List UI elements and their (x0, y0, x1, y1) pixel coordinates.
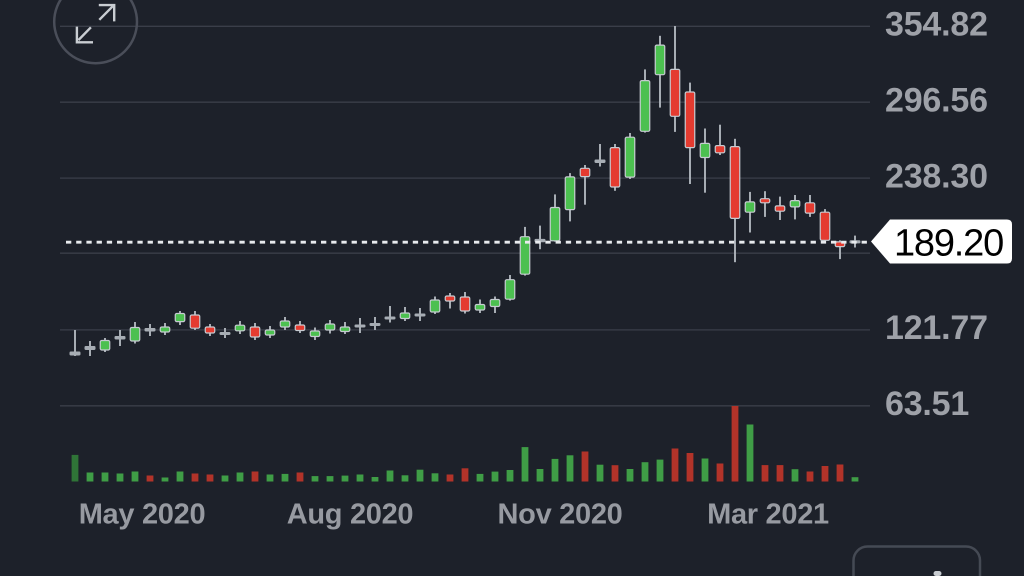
svg-text:354.82: 354.82 (885, 6, 988, 44)
svg-text:May 2020: May 2020 (79, 499, 206, 531)
svg-text:296.56: 296.56 (885, 81, 988, 119)
svg-text:Nov 2020: Nov 2020 (498, 499, 623, 531)
svg-text:121.77: 121.77 (885, 309, 988, 347)
svg-text:63.51: 63.51 (885, 385, 969, 423)
svg-text:238.30: 238.30 (885, 157, 988, 195)
svg-text:189.20: 189.20 (894, 223, 1003, 265)
svg-text:Mar 2021: Mar 2021 (707, 499, 829, 531)
svg-text:Aug 2020: Aug 2020 (287, 499, 414, 531)
